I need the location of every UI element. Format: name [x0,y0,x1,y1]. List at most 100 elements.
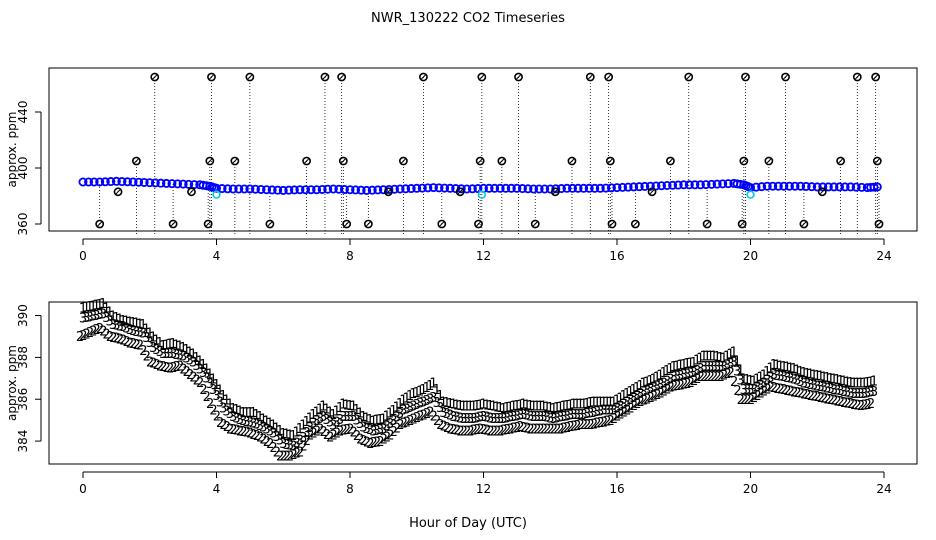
series-3-marker: 3 [810,379,818,394]
series-1-marker: 1 [593,396,601,411]
series-2-marker: 2 [333,426,341,441]
series-1-marker: 1 [189,347,197,362]
series-1-marker: 1 [209,373,217,388]
series-3-marker: 3 [600,404,608,419]
series-2-marker: 2 [99,325,107,340]
series-3-marker: 3 [426,393,434,408]
series-1-marker: 1 [589,396,597,411]
series-1-marker: 1 [730,345,738,360]
series-3-marker: 3 [610,404,618,419]
series-1-marker: 1 [800,366,808,381]
data-point [601,183,611,193]
series-2-marker: 2 [433,414,441,429]
series-2-marker: 2 [640,394,648,409]
series-3-marker: 3 [726,357,734,372]
series-2-marker: 2 [403,415,411,430]
series-1-marker: 1 [363,412,371,427]
series-1-marker: 1 [232,403,240,418]
series-1-marker: 1 [389,404,397,419]
series-3-marker: 3 [439,406,447,421]
bottom-y-tick-label: 384 [16,430,30,453]
series-2-marker: 2 [360,434,368,449]
bottom-y-tick-label: 388 [16,346,30,369]
series-3-marker: 3 [656,378,664,393]
top-x-tick-label: 24 [876,249,891,263]
bottom-x-tick-label: 16 [609,482,624,496]
series-3-marker: 3 [720,360,728,375]
series-2-marker: 2 [233,424,241,439]
data-point [495,183,505,193]
series-1-marker: 1 [463,400,471,415]
series-3-marker: 3 [693,364,701,379]
series-2-marker: 2 [523,422,531,437]
series-2-marker: 2 [560,422,568,437]
series-3-marker: 3 [166,347,174,362]
outlier-mark [386,189,391,195]
series-3-marker: 3 [586,406,594,421]
data-point [857,182,867,192]
series-2-marker: 2 [520,421,528,436]
series-3-marker: 3 [189,356,197,371]
series-3-marker: 3 [823,381,831,396]
series-1-marker: 1 [553,401,561,416]
series-1-marker: 1 [469,400,477,415]
series-1-marker: 1 [496,401,504,416]
series-2-marker: 2 [493,424,501,439]
series-2-marker: 2 [209,403,217,418]
series-1-marker: 1 [466,400,474,415]
outlier-point [647,187,657,197]
series-3-marker: 3 [566,409,574,424]
series-2-marker: 2 [526,422,534,437]
series-3-marker: 3 [212,389,220,404]
series-3-marker: 3 [396,407,404,422]
series-3-marker: 3 [676,369,684,384]
series-2-marker: 2 [777,383,785,398]
series-1-marker: 1 [529,400,537,415]
series-2-marker: 2 [319,425,327,440]
outlier-point [607,219,617,229]
series-2-marker: 2 [827,393,835,408]
series-3-marker: 3 [106,314,114,329]
series-3-marker: 3 [686,367,694,382]
series-2-marker: 2 [269,441,277,456]
top-x-tick-label: 20 [743,249,758,263]
series-2-marker: 2 [176,359,184,374]
series-2-marker: 2 [513,421,521,436]
outlier-point [604,72,614,82]
outlier-point [550,187,560,197]
series-2-marker: 2 [243,426,251,441]
outlier-point [150,72,160,82]
outlier-mark [209,74,214,80]
data-point [690,180,700,190]
data-point [434,183,444,193]
series-2-marker: 2 [740,393,748,408]
series-2-marker: 2 [330,429,338,444]
outlier-mark [801,221,807,227]
series-2-marker: 2 [717,370,725,385]
series-3-marker: 3 [663,374,671,389]
series-2-marker: 2 [370,436,378,451]
series-2-marker: 2 [770,381,778,396]
series-3-marker: 3 [453,411,461,426]
series-3-marker: 3 [419,395,427,410]
series-3-marker: 3 [853,387,861,402]
series-1-marker: 1 [576,398,584,413]
series-2-marker: 2 [443,421,451,436]
top-x-tick-label: 0 [79,249,87,263]
data-point [612,183,622,193]
series-3-marker: 3 [626,393,634,408]
series-3-marker: 3 [730,356,738,371]
series-1-marker: 1 [710,349,718,364]
series-1-marker: 1 [346,399,354,414]
series-3-marker: 3 [146,336,154,351]
series-1-marker: 1 [816,370,824,385]
series-2-marker: 2 [430,410,438,425]
series-1-marker: 1 [272,421,280,436]
series-1-marker: 1 [132,317,140,332]
series-3-marker: 3 [723,358,731,373]
series-3-marker: 3 [262,423,270,438]
data-point [584,183,594,193]
series-1-marker: 1 [152,333,160,348]
series-1-marker: 1 [733,354,741,369]
series-2-marker: 2 [767,380,775,395]
